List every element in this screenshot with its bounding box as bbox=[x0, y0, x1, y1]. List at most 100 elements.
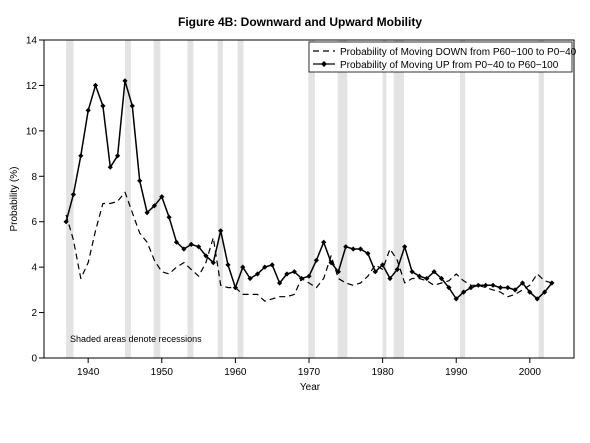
x-tick-label: 2000 bbox=[519, 367, 542, 378]
up-mobility-point bbox=[335, 269, 341, 275]
up-mobility-point bbox=[365, 250, 371, 257]
up-mobility-point bbox=[85, 107, 91, 113]
recession-note: Shaded areas denote recessions bbox=[70, 334, 202, 344]
legend-up-marker bbox=[321, 61, 327, 67]
up-mobility-point bbox=[313, 257, 319, 263]
recession-band bbox=[217, 40, 223, 358]
recession-band bbox=[393, 40, 404, 358]
up-mobility-point bbox=[483, 282, 489, 288]
up-mobility-point bbox=[173, 239, 180, 245]
up-mobility-point bbox=[350, 246, 356, 252]
up-mobility-point bbox=[534, 296, 540, 302]
up-mobility-point bbox=[394, 266, 400, 272]
up-mobility-point bbox=[431, 269, 437, 275]
y-tick-label: 8 bbox=[31, 172, 37, 183]
up-mobility-point bbox=[542, 289, 548, 295]
up-mobility-point bbox=[512, 287, 518, 293]
y-tick-label: 14 bbox=[26, 36, 38, 47]
up-mobility-point bbox=[210, 260, 216, 266]
recession-band bbox=[308, 40, 315, 358]
y-tick-label: 0 bbox=[31, 354, 37, 365]
recession-bands bbox=[66, 40, 544, 358]
up-mobility-point bbox=[122, 78, 128, 84]
up-mobility-point bbox=[490, 282, 496, 288]
up-mobility-point bbox=[92, 82, 99, 88]
axes: 1940 1950 1960 1970 1980 1990 2000 0 2 4 6 8 10 12 14 bbox=[26, 36, 542, 379]
up-mobility-point bbox=[254, 271, 261, 277]
up-mobility-point bbox=[188, 241, 194, 247]
up-mobility-point bbox=[159, 194, 165, 200]
up-mobility-point bbox=[100, 103, 106, 109]
up-mobility-point bbox=[269, 262, 275, 268]
up-mobility-point bbox=[232, 285, 238, 291]
x-tick-label: 1990 bbox=[445, 367, 468, 378]
up-mobility-point bbox=[328, 260, 334, 266]
up-mobility-point bbox=[137, 178, 143, 184]
up-mobility-point bbox=[475, 282, 481, 288]
up-mobility-point bbox=[291, 269, 297, 275]
up-mobility-point bbox=[240, 264, 246, 270]
x-tick-label: 1950 bbox=[151, 367, 174, 378]
up-mobility-point bbox=[387, 275, 393, 282]
up-mobility-point bbox=[402, 244, 408, 250]
up-mobility-point bbox=[225, 262, 231, 268]
up-mobility-point bbox=[468, 285, 474, 291]
legend-box bbox=[308, 41, 573, 73]
up-mobility-point bbox=[218, 228, 224, 234]
up-mobility-point bbox=[299, 275, 305, 282]
recession-band bbox=[153, 40, 161, 358]
up-mobility-point bbox=[107, 164, 113, 170]
up-mobility-point bbox=[63, 219, 69, 225]
up-mobility-point bbox=[453, 296, 459, 302]
up-mobility-point bbox=[321, 239, 327, 245]
up-mobility-point bbox=[78, 153, 84, 159]
x-tick-label: 1960 bbox=[224, 367, 247, 378]
chart-title: Figure 4B: Downward and Upward Mobility bbox=[178, 15, 422, 29]
y-tick-label: 10 bbox=[26, 126, 38, 137]
up-mobility-point bbox=[144, 210, 150, 216]
up-mobility-point bbox=[549, 280, 555, 286]
up-mobility-point bbox=[527, 289, 533, 295]
y-tick-label: 12 bbox=[26, 81, 38, 92]
up-mobility-point bbox=[461, 289, 467, 295]
up-mobility-point bbox=[277, 280, 283, 286]
up-mobility-point bbox=[262, 264, 268, 270]
recession-band bbox=[337, 40, 348, 358]
up-mobility-point bbox=[438, 275, 445, 282]
up-mobility-point bbox=[306, 273, 312, 279]
x-tick-label: 1980 bbox=[371, 367, 394, 378]
up-mobility-point bbox=[416, 273, 422, 279]
up-mobility-point bbox=[519, 280, 526, 286]
legend-up-label: Probability of Moving UP from P0−40 to P… bbox=[340, 60, 559, 71]
up-mobility-point bbox=[196, 244, 202, 250]
up-mobility-point bbox=[505, 285, 511, 291]
up-mobility-point bbox=[372, 269, 378, 275]
recession-band bbox=[459, 40, 466, 358]
x-tick-label: 1940 bbox=[77, 367, 100, 378]
recession-band bbox=[538, 40, 544, 358]
up-mobility-point bbox=[203, 253, 209, 259]
series-lines bbox=[63, 78, 555, 302]
recession-band bbox=[66, 40, 74, 358]
x-axis-label: Year bbox=[300, 382, 321, 393]
up-mobility-point bbox=[129, 103, 135, 109]
y-tick-label: 6 bbox=[31, 217, 37, 228]
y-axis-label: Probability (%) bbox=[9, 166, 20, 231]
up-mobility-point bbox=[409, 269, 415, 275]
y-tick-label: 4 bbox=[31, 263, 37, 274]
recession-band bbox=[382, 40, 387, 358]
up-mobility-point bbox=[151, 203, 157, 209]
y-tick-label: 2 bbox=[31, 308, 37, 319]
up-mobility-point bbox=[446, 285, 452, 291]
up-mobility-point bbox=[343, 244, 349, 250]
legend-down-label: Probability of Moving DOWN from P60−100 … bbox=[340, 47, 577, 58]
up-mobility-point bbox=[166, 214, 172, 220]
up-mobility-point bbox=[424, 275, 430, 282]
up-mobility-point bbox=[115, 153, 121, 159]
up-mobility-point bbox=[497, 285, 503, 291]
up-mobility-point bbox=[357, 246, 364, 252]
recession-band bbox=[125, 40, 131, 358]
up-mobility-point bbox=[247, 275, 253, 282]
up-mobility-point bbox=[284, 271, 290, 277]
